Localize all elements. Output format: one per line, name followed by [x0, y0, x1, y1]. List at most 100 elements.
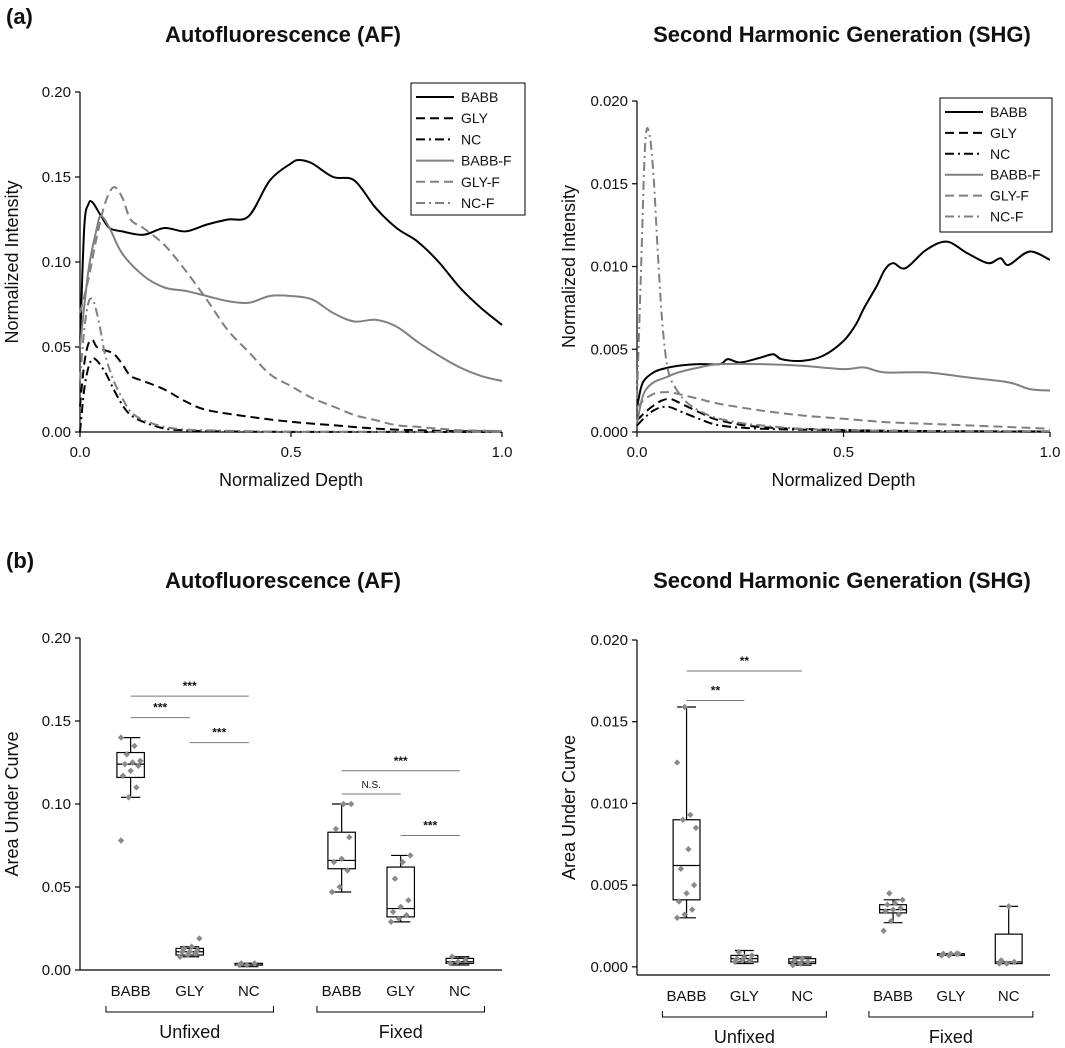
box-iqr	[879, 904, 908, 914]
box-unfixed-nc	[788, 955, 817, 969]
data-point	[346, 834, 353, 841]
data-point	[687, 811, 694, 819]
data-point	[797, 960, 804, 967]
chart-title: Second Harmonic Generation (SHG)	[653, 568, 1031, 593]
data-point	[344, 867, 351, 874]
data-point	[996, 960, 1003, 967]
data-point	[137, 757, 144, 765]
box-fixed-nc	[994, 903, 1023, 967]
data-point	[131, 742, 138, 750]
data-point	[733, 955, 741, 962]
box-iqr	[445, 957, 475, 964]
significance-label: **	[711, 683, 721, 697]
y-tick-label: 0.05	[42, 879, 71, 896]
box-fixed-gly	[386, 852, 416, 926]
group-bracket	[316, 1006, 485, 1013]
data-point	[395, 915, 402, 922]
data-point	[804, 958, 812, 966]
box-unfixed-babb	[672, 703, 701, 922]
data-point	[681, 703, 688, 711]
series-line-babb	[636, 240, 1051, 408]
data-point	[690, 881, 698, 889]
significance-label: ***	[153, 701, 167, 715]
group-bracket	[868, 1011, 1034, 1018]
y-tick-label: 0.15	[42, 713, 71, 730]
data-point	[799, 955, 806, 962]
y-tick-label: 0.005	[590, 877, 628, 894]
x-category-label: GLY	[386, 983, 415, 1000]
data-point	[1003, 960, 1011, 967]
y-tick-label: 0.020	[590, 632, 628, 649]
data-point	[403, 912, 410, 919]
shg-profile-chart: Second Harmonic Generation (SHG) 0.000 0.0…	[559, 22, 1060, 490]
x-axis-label: Normalized Depth	[219, 470, 363, 490]
y-tick-label: 0.15	[42, 169, 71, 186]
box-fixed-nc	[445, 953, 475, 967]
data-point	[880, 927, 887, 935]
af-auc-chart: Autofluorescence (AF) 0.00 0.05 0.10 0.15 0.2…	[2, 568, 502, 1042]
box-iqr	[116, 751, 145, 779]
y-axis-label: Area Under Curve	[559, 735, 579, 880]
data-point	[235, 961, 243, 969]
data-point	[336, 883, 343, 891]
y-tick-label: 0.020	[590, 93, 628, 110]
box-fixed-gly	[936, 950, 965, 959]
data-point	[186, 948, 193, 955]
legend-label: GLY-F	[461, 174, 500, 190]
series-line-gly-f	[636, 391, 1051, 430]
data-point	[251, 960, 258, 967]
data-point	[123, 751, 130, 758]
data-point	[677, 865, 685, 872]
y-tick-label: 0.000	[590, 959, 628, 976]
y-axis-label: Normalized Intensity	[559, 185, 579, 348]
data-point	[125, 794, 132, 801]
group-label: Unfixed	[159, 1022, 220, 1042]
data-point	[1011, 958, 1018, 966]
data-point	[673, 914, 681, 922]
x-category-label: NC	[998, 988, 1020, 1005]
data-point	[683, 890, 690, 897]
y-tick-label: 0.00	[42, 962, 71, 979]
data-point	[679, 816, 687, 823]
data-point	[947, 950, 955, 957]
y-tick-label: 0.20	[42, 84, 71, 101]
data-point	[741, 953, 748, 961]
data-point	[897, 904, 904, 912]
x-tick-label: 0.0	[70, 444, 91, 461]
x-category-label: BABB	[667, 988, 707, 1005]
box-iqr	[672, 819, 701, 901]
data-point	[180, 945, 188, 952]
data-point	[407, 852, 414, 859]
box-iqr	[327, 831, 356, 870]
x-tick-label: 1.0	[1040, 444, 1061, 461]
x-category-label: NC	[449, 983, 471, 1000]
data-point	[685, 845, 692, 853]
series-line-babb-f	[79, 215, 503, 382]
y-tick-label: 0.00	[42, 424, 71, 441]
data-point	[176, 953, 184, 960]
data-point	[688, 906, 696, 913]
box-unfixed-nc	[234, 960, 264, 969]
x-tick-label: 0.5	[281, 444, 302, 461]
data-point	[389, 908, 397, 916]
data-point	[328, 888, 336, 896]
x-category-label: NC	[791, 988, 813, 1005]
data-point	[886, 890, 893, 897]
data-point	[194, 946, 201, 954]
data-point	[129, 759, 136, 766]
data-point	[397, 903, 404, 911]
data-point	[454, 958, 462, 965]
legend-label: NC	[990, 146, 1010, 162]
data-point	[955, 950, 962, 957]
data-point	[884, 901, 891, 908]
x-category-label: GLY	[730, 988, 759, 1005]
series-line-nc-f	[79, 297, 503, 433]
data-point	[882, 908, 889, 915]
data-point	[338, 855, 345, 862]
legend-label: BABB	[990, 104, 1027, 120]
data-point	[340, 800, 347, 808]
data-point	[399, 858, 406, 866]
significance-label: ***	[394, 754, 408, 768]
y-tick-label: 0.015	[590, 176, 628, 193]
y-axis-label: Area Under Curve	[2, 731, 22, 876]
